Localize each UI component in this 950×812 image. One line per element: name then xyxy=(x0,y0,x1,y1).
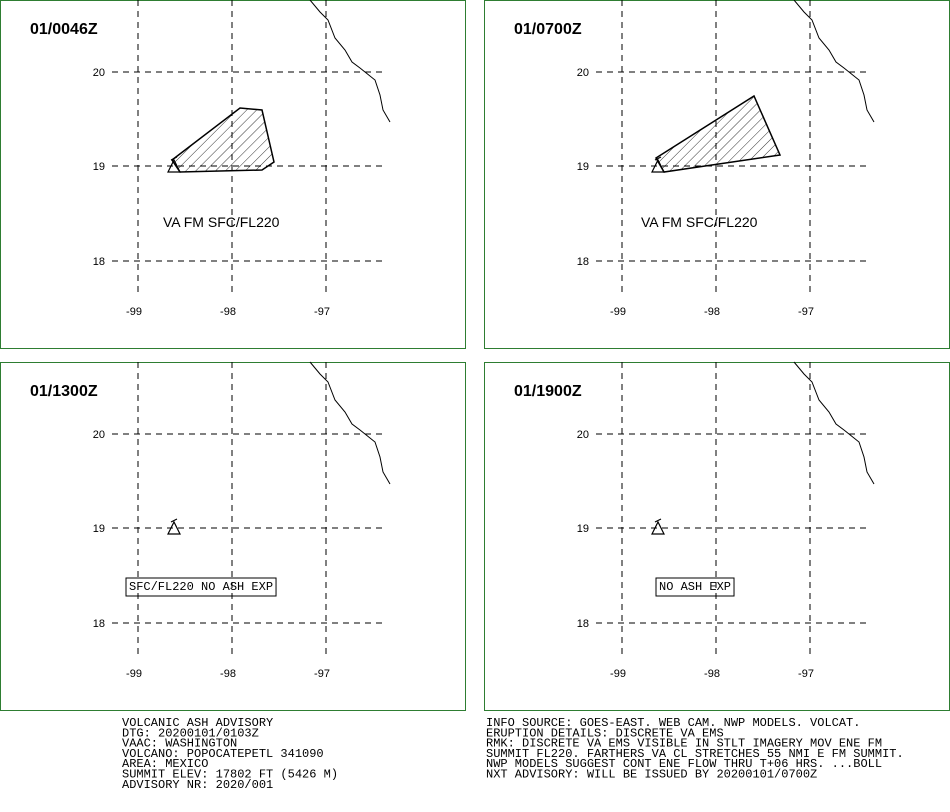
panel-time: 01/0046Z xyxy=(30,21,98,38)
map-panel: -99 -98 -97 20 19 18 01/0700Z VA FM SFC/FL220 xyxy=(484,0,950,349)
lon-label: -99 xyxy=(610,668,626,680)
coastline xyxy=(309,0,391,123)
advisory-line: VAAC: WASHINGTON xyxy=(122,737,237,751)
lon-label: -98 xyxy=(220,306,236,318)
lat-label: 19 xyxy=(93,161,105,173)
label-box xyxy=(655,577,735,597)
lon-label: -97 xyxy=(314,668,330,680)
advisory-line: NWP MODELS SUGGEST CONT ENE FLOW THRU T+… xyxy=(486,757,882,771)
lon-label: -98 xyxy=(704,306,720,318)
lon-label: -99 xyxy=(126,306,142,318)
lon-label: -97 xyxy=(798,668,814,680)
lat-label: 18 xyxy=(93,618,105,630)
advisory-line: INFO SOURCE: GOES-EAST. WEB CAM. NWP MOD… xyxy=(486,716,860,730)
lon-label: -98 xyxy=(704,668,720,680)
advisory-line: RMK: DISCRETE VA EMS VISIBLE IN STLT IMA… xyxy=(486,737,882,751)
lat-label: 18 xyxy=(577,618,589,630)
advisory-line: ERUPTION DETAILS: DISCRETE VA EMS xyxy=(486,726,724,740)
advisory-line: SUMMIT ELEV: 17802 FT (5426 M) xyxy=(122,768,338,782)
volcano-symbol xyxy=(651,156,665,173)
advisory-line: VOLCANO: POPOCATEPETL 341090 xyxy=(122,747,324,761)
panel-border xyxy=(0,0,466,349)
panel-time: 01/0700Z xyxy=(514,21,582,38)
advisory-line: ADVISORY NR: 2020/001 xyxy=(122,778,273,792)
advisory-line: AREA: MEXICO xyxy=(122,757,208,771)
lat-label: 18 xyxy=(93,256,105,268)
map-panel: -99 -98 -97 20 19 18 01/1900Z NO ASH EXP xyxy=(484,361,950,711)
volcano-symbol xyxy=(651,518,665,535)
ash-label: SFC/FL220 NO ASH EXP xyxy=(129,580,273,594)
lat-label: 19 xyxy=(577,523,589,535)
lat-label: 18 xyxy=(577,256,589,268)
lat-label: 19 xyxy=(93,523,105,535)
lat-label: 20 xyxy=(93,429,105,441)
label-box xyxy=(125,577,277,597)
advisory-line: VOLCANIC ASH ADVISORY xyxy=(122,716,273,730)
map-panel: -99 -98 -97 20 19 18 01/0046Z VA FM SFC/FL220 xyxy=(0,0,466,349)
advisory-line: SUMMIT FL220. FARTHERS VA CL STRETCHES 5… xyxy=(486,747,904,761)
volcano-symbol xyxy=(167,156,181,173)
advisory-line: NXT ADVISORY: WILL BE ISSUED BY 20200101… xyxy=(486,768,817,782)
panel-border xyxy=(0,362,466,711)
map-panel: -99 -98 -97 20 19 18 01/1300Z SFC/FL220 NO ASH … xyxy=(0,361,466,711)
coastline xyxy=(793,0,875,123)
lon-label: -99 xyxy=(126,668,142,680)
ash-label: VA FM SFC/FL220 xyxy=(163,214,280,230)
lat-label: 20 xyxy=(577,67,589,79)
lat-label: 19 xyxy=(577,161,589,173)
lon-label: -97 xyxy=(798,306,814,318)
coastline xyxy=(793,361,875,485)
panel-time: 01/1900Z xyxy=(514,383,582,400)
panel-time: 01/1300Z xyxy=(30,383,98,400)
ash-label: NO ASH EXP xyxy=(659,580,731,594)
volcano-symbol xyxy=(167,518,181,535)
lat-label: 20 xyxy=(93,67,105,79)
lon-label: -99 xyxy=(610,306,626,318)
lon-label: -97 xyxy=(314,306,330,318)
coastline xyxy=(309,361,391,485)
lon-label: -98 xyxy=(220,668,236,680)
ash-label: VA FM SFC/FL220 xyxy=(641,214,758,230)
lat-label: 20 xyxy=(577,429,589,441)
advisory-line: DTG: 20200101/0103Z xyxy=(122,726,259,740)
